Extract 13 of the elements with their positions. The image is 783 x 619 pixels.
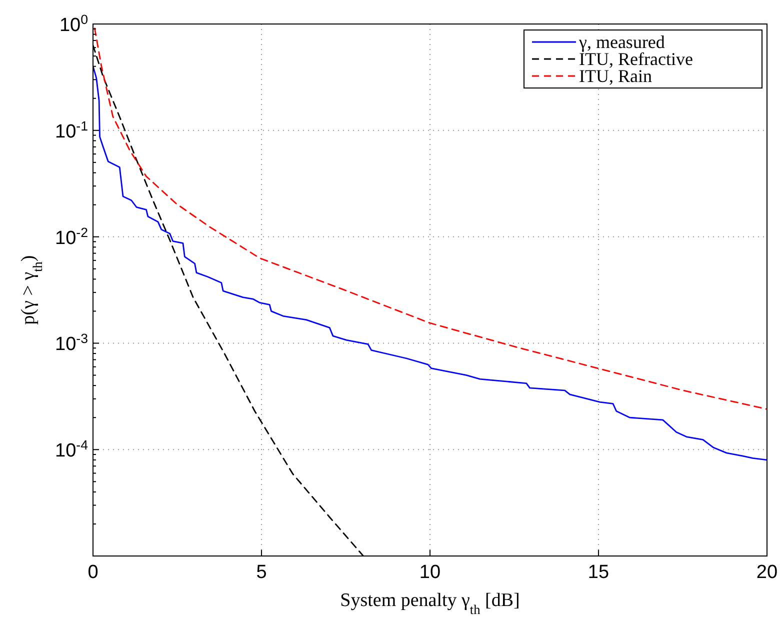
y-tick-label: 10$^{0}$ <box>59 12 88 36</box>
x-tick-label: 10 <box>419 562 441 583</box>
x-tick-label: 5 <box>256 562 267 583</box>
y-tick-label: 10$^{-2}$ <box>55 224 88 249</box>
y-tick-label: 10$^{-3}$ <box>55 330 88 356</box>
x-axis-title: System penalty γ$_{th}$ [dB] <box>340 590 520 616</box>
x-tick-label: 0 <box>88 562 98 583</box>
y-tick-label: 10$^{-4}$ <box>55 437 88 462</box>
x-tick-label: 15 <box>588 562 610 583</box>
x-tick-label: 20 <box>756 562 778 583</box>
y-tick-label: 10$^{-1}$ <box>55 118 88 142</box>
line-series <box>94 28 767 410</box>
legend-label: ITU, Rain <box>579 66 652 86</box>
